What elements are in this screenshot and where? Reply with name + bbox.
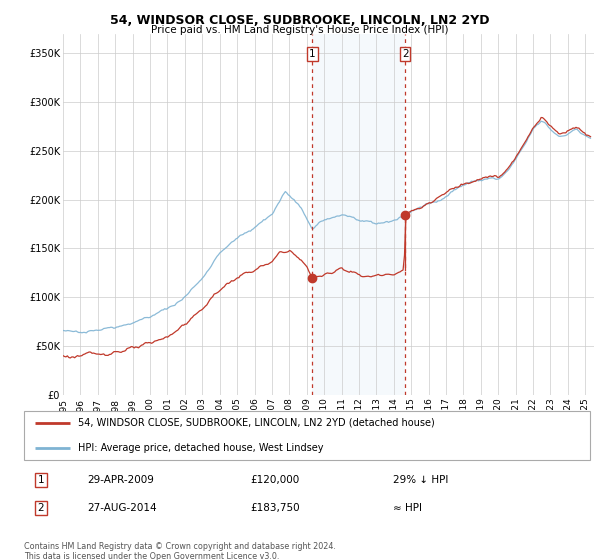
Text: 54, WINDSOR CLOSE, SUDBROOKE, LINCOLN, LN2 2YD: 54, WINDSOR CLOSE, SUDBROOKE, LINCOLN, L… (110, 14, 490, 27)
Text: ≈ HPI: ≈ HPI (394, 503, 422, 513)
Text: 1: 1 (309, 49, 316, 59)
Text: £120,000: £120,000 (250, 475, 299, 485)
Text: 29% ↓ HPI: 29% ↓ HPI (394, 475, 449, 485)
Text: 1: 1 (38, 475, 44, 485)
Text: HPI: Average price, detached house, West Lindsey: HPI: Average price, detached house, West… (79, 443, 324, 453)
Text: £183,750: £183,750 (250, 503, 300, 513)
Text: 2: 2 (402, 49, 409, 59)
FancyBboxPatch shape (24, 411, 590, 460)
Text: 2: 2 (38, 503, 44, 513)
Bar (313, 34, 405, 395)
Text: 54, WINDSOR CLOSE, SUDBROOKE, LINCOLN, LN2 2YD (detached house): 54, WINDSOR CLOSE, SUDBROOKE, LINCOLN, L… (79, 418, 435, 428)
Text: 29-APR-2009: 29-APR-2009 (87, 475, 154, 485)
Text: Contains HM Land Registry data © Crown copyright and database right 2024.
This d: Contains HM Land Registry data © Crown c… (24, 542, 336, 560)
Text: Price paid vs. HM Land Registry's House Price Index (HPI): Price paid vs. HM Land Registry's House … (151, 25, 449, 35)
Text: 27-AUG-2014: 27-AUG-2014 (87, 503, 157, 513)
